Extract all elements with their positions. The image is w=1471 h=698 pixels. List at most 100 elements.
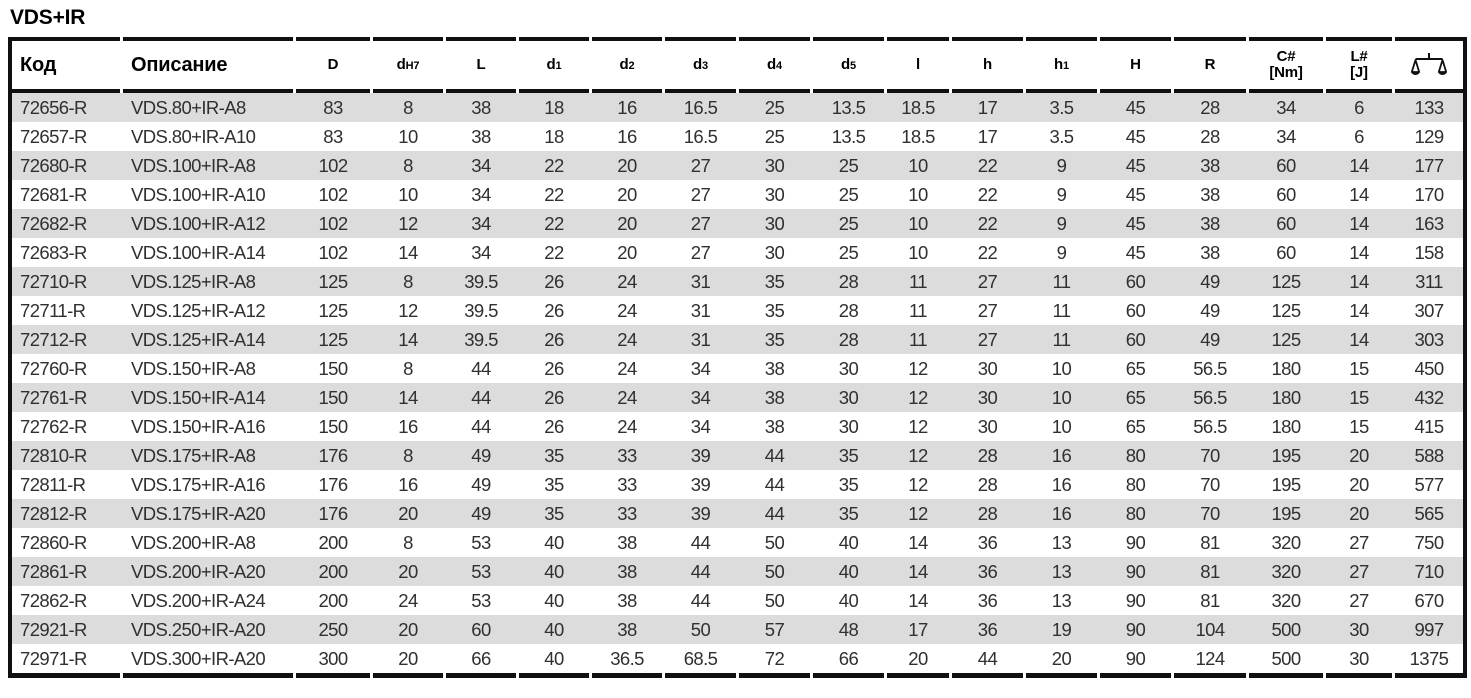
table-cell-opisanie: VDS.100+IR-A14 <box>131 241 266 263</box>
table-cell-d1: 22 <box>544 241 564 263</box>
table-cell-kod: 72682-R <box>20 212 87 234</box>
table-cell-kod: 72712-R <box>20 328 87 350</box>
table-cell-kod: 72761-R <box>20 386 87 408</box>
table-cell-d4: 44 <box>764 473 785 495</box>
table-cell-Lj: 6 <box>1354 96 1364 118</box>
header-label: Код <box>20 54 57 76</box>
table-cell-L: 60 <box>471 618 491 640</box>
table-cell-d5: 25 <box>838 241 859 263</box>
border-segment <box>887 673 949 678</box>
table-cell-d4: 72 <box>764 647 785 669</box>
scale-icon <box>1411 52 1447 75</box>
table-cell-d1: 40 <box>544 560 564 582</box>
table-cell-d3: 34 <box>690 386 711 408</box>
header-label: d <box>619 55 629 73</box>
table-cell-dH7: 14 <box>398 386 418 408</box>
table-cell-d3: 31 <box>690 299 711 321</box>
table-cell-d5: 30 <box>838 357 859 379</box>
header-label: d <box>396 55 406 73</box>
table-cell-h: 36 <box>977 560 998 582</box>
header-label: d <box>546 55 556 73</box>
table-cell-l: 12 <box>908 444 928 466</box>
table-cell-d4: 25 <box>764 96 785 118</box>
table-row: 72861-R VDS.200+IR-A20 200 20 53 40 38 44 50 40 14… <box>12 557 1463 586</box>
table-cell-C: 60 <box>1276 241 1296 263</box>
table-row: 72921-R VDS.250+IR-A20 250 20 60 40 38 50 57 48 17… <box>12 615 1463 644</box>
table-cell-d4: 44 <box>764 502 785 524</box>
table-cell-weight: 303 <box>1414 328 1444 350</box>
table-cell-weight: 577 <box>1414 473 1444 495</box>
border-segment <box>665 673 736 678</box>
table-cell-C: 195 <box>1271 473 1301 495</box>
table-cell-R: 49 <box>1200 299 1220 321</box>
table-cell-weight: 158 <box>1414 241 1444 263</box>
border-segment <box>952 673 1023 678</box>
table-cell-h1: 9 <box>1056 241 1067 263</box>
table-cell-l: 12 <box>908 357 928 379</box>
table-cell-dH7: 8 <box>403 154 413 176</box>
header-label: d <box>767 55 777 73</box>
border-segment <box>952 89 1023 93</box>
table-cell-C: 60 <box>1276 183 1296 205</box>
table-cell-d5: 25 <box>838 154 859 176</box>
table-cell-h: 22 <box>977 212 998 234</box>
table-cell-D: 102 <box>318 212 348 234</box>
table-cell-L: 44 <box>471 415 491 437</box>
table-cell-C: 320 <box>1271 589 1301 611</box>
table-cell-d2: 24 <box>617 386 637 408</box>
header-cell-d5: d5 <box>813 55 884 74</box>
table-cell-H: 80 <box>1125 473 1146 495</box>
table-row: 72680-R VDS.100+IR-A8 102 8 34 22 20 27 30 25 10 22… <box>12 151 1463 180</box>
table-cell-C: 60 <box>1276 154 1296 176</box>
header-label: L# <box>1350 48 1368 65</box>
table-cell-opisanie: VDS.200+IR-A24 <box>131 589 266 611</box>
table-body: 72656-R VDS.80+IR-A8 83 8 38 18 16 16.5 25 13.5 18… <box>12 93 1463 673</box>
header-label: d <box>841 55 851 73</box>
table-cell-l: 10 <box>908 183 928 205</box>
table-cell-d2: 38 <box>617 618 637 640</box>
border-segment <box>12 673 120 678</box>
table-cell-Lj: 27 <box>1349 589 1369 611</box>
border-segment <box>665 89 736 93</box>
table-cell-l: 18.5 <box>901 96 935 118</box>
header-label: H <box>1130 56 1141 73</box>
table-cell-R: 81 <box>1200 531 1220 553</box>
table-cell-d5: 13.5 <box>831 96 866 118</box>
table-cell-opisanie: VDS.125+IR-A14 <box>131 328 266 350</box>
table-cell-h1: 9 <box>1056 183 1067 205</box>
table-cell-L: 39.5 <box>464 270 498 292</box>
border-segment <box>123 673 293 678</box>
table-cell-opisanie: VDS.100+IR-A8 <box>131 154 256 176</box>
table-cell-d3: 16.5 <box>683 125 718 147</box>
table-cell-weight: 450 <box>1414 357 1444 379</box>
border-segment <box>813 89 884 93</box>
table-cell-d2: 24 <box>617 357 637 379</box>
table-cell-h1: 9 <box>1056 154 1067 176</box>
table-cell-weight: 432 <box>1414 386 1444 408</box>
table-cell-h: 22 <box>977 154 998 176</box>
table-cell-d2: 16 <box>617 96 637 118</box>
header-cell-weight <box>1395 52 1463 79</box>
header-label-sub: 2 <box>628 59 635 72</box>
table-cell-d3: 50 <box>690 618 711 640</box>
table-row: 72657-R VDS.80+IR-A10 83 10 38 18 16 16.5 25 13.5… <box>12 122 1463 151</box>
border-segment <box>373 37 443 41</box>
border-segment <box>1174 37 1246 41</box>
table-cell-L: 34 <box>471 183 491 205</box>
table-cell-h1: 10 <box>1051 415 1072 437</box>
table-cell-H: 80 <box>1125 502 1146 524</box>
table-cell-h: 27 <box>977 328 998 350</box>
table-cell-d1: 26 <box>544 299 564 321</box>
header-label-unit: [J] <box>1350 64 1368 81</box>
table-cell-weight: 415 <box>1414 415 1444 437</box>
table-cell-Lj: 14 <box>1349 183 1369 205</box>
table-cell-l: 11 <box>908 270 928 292</box>
table-cell-d1: 26 <box>544 328 564 350</box>
table-cell-weight: 710 <box>1414 560 1444 582</box>
table-cell-h1: 11 <box>1052 270 1071 292</box>
table-cell-d4: 30 <box>764 154 785 176</box>
border-segment <box>1249 673 1323 678</box>
table-cell-d3: 34 <box>690 415 711 437</box>
border-segment <box>1395 37 1463 41</box>
header-cell-opisanie: Описание <box>123 55 293 75</box>
